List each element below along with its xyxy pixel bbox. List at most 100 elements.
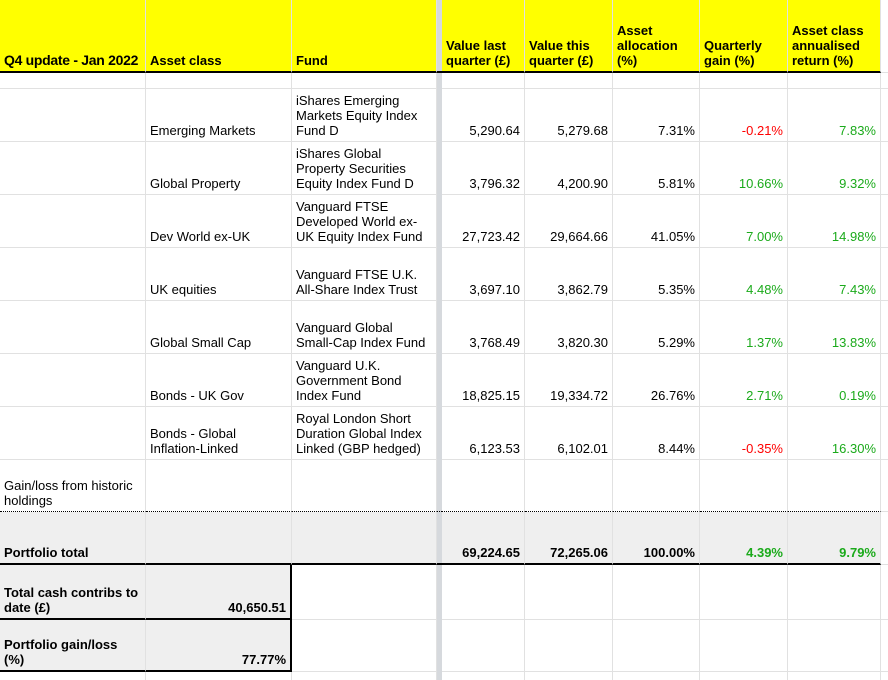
asset-class-cell[interactable]: Global Property	[146, 142, 292, 195]
total-value-this-cell[interactable]: 72,265.06	[525, 512, 613, 565]
empty-cell[interactable]	[700, 672, 788, 680]
empty-cell[interactable]	[442, 620, 525, 672]
empty-cell[interactable]	[292, 73, 437, 89]
empty-cell[interactable]	[613, 460, 700, 512]
value-this-cell[interactable]: 6,102.01	[525, 407, 613, 460]
empty-cell[interactable]	[788, 73, 881, 89]
empty-cell[interactable]	[0, 407, 146, 460]
total-quarterly-gain-cell[interactable]: 4.39%	[700, 512, 788, 565]
allocation-cell[interactable]: 5.29%	[613, 301, 700, 354]
frozen-pane-divider[interactable]	[437, 460, 442, 512]
asset-class-cell[interactable]: Global Small Cap	[146, 301, 292, 354]
empty-cell[interactable]	[525, 565, 613, 620]
empty-cell[interactable]	[292, 512, 437, 565]
empty-cell[interactable]	[292, 672, 437, 680]
empty-cell[interactable]	[146, 73, 292, 89]
quarterly-gain-cell[interactable]: 2.71%	[700, 354, 788, 407]
empty-cell[interactable]	[881, 73, 888, 89]
historic-holdings-label[interactable]: Gain/loss from historic holdings	[0, 460, 146, 512]
portfolio-gainloss-label[interactable]: Portfolio gain/loss (%)	[0, 620, 146, 672]
empty-cell[interactable]	[442, 460, 525, 512]
empty-cell[interactable]	[0, 248, 146, 301]
empty-cell[interactable]	[788, 565, 881, 620]
empty-cell[interactable]	[292, 620, 437, 672]
empty-cell[interactable]	[700, 620, 788, 672]
empty-cell[interactable]	[292, 460, 437, 512]
annualised-return-cell[interactable]: 16.30%	[788, 407, 881, 460]
empty-cell[interactable]	[525, 460, 613, 512]
empty-cell[interactable]	[525, 620, 613, 672]
value-last-cell[interactable]: 6,123.53	[442, 407, 525, 460]
quarterly-gain-cell[interactable]: 10.66%	[700, 142, 788, 195]
total-value-last-cell[interactable]: 69,224.65	[442, 512, 525, 565]
asset-class-cell[interactable]: Emerging Markets	[146, 89, 292, 142]
empty-cell[interactable]	[881, 672, 888, 680]
frozen-pane-divider[interactable]	[437, 89, 442, 142]
empty-cell[interactable]	[525, 672, 613, 680]
value-last-cell[interactable]: 3,796.32	[442, 142, 525, 195]
quarterly-gain-cell[interactable]: 4.48%	[700, 248, 788, 301]
empty-cell[interactable]	[881, 354, 888, 407]
empty-cell[interactable]	[881, 248, 888, 301]
empty-cell[interactable]	[881, 0, 888, 73]
empty-cell[interactable]	[0, 89, 146, 142]
empty-cell[interactable]	[0, 195, 146, 248]
value-this-cell[interactable]: 5,279.68	[525, 89, 613, 142]
empty-cell[interactable]	[700, 565, 788, 620]
frozen-pane-divider[interactable]	[437, 512, 442, 565]
empty-cell[interactable]	[881, 195, 888, 248]
empty-cell[interactable]	[881, 142, 888, 195]
annualised-return-cell[interactable]: 7.83%	[788, 89, 881, 142]
col-header-allocation[interactable]: Asset allocation (%)	[613, 0, 700, 73]
asset-class-cell[interactable]: Dev World ex-UK	[146, 195, 292, 248]
empty-cell[interactable]	[146, 460, 292, 512]
fund-cell[interactable]: Vanguard FTSE Developed World ex-UK Equi…	[292, 195, 437, 248]
empty-cell[interactable]	[881, 301, 888, 354]
total-allocation-cell[interactable]: 100.00%	[613, 512, 700, 565]
fund-cell[interactable]: iShares Emerging Markets Equity Index Fu…	[292, 89, 437, 142]
frozen-pane-divider[interactable]	[437, 248, 442, 301]
cash-contribs-value-cell[interactable]: 40,650.51	[146, 565, 292, 620]
annualised-return-cell[interactable]: 9.32%	[788, 142, 881, 195]
quarterly-gain-cell[interactable]: 1.37%	[700, 301, 788, 354]
value-last-cell[interactable]: 18,825.15	[442, 354, 525, 407]
empty-cell[interactable]	[788, 620, 881, 672]
empty-cell[interactable]	[788, 460, 881, 512]
allocation-cell[interactable]: 5.81%	[613, 142, 700, 195]
quarterly-gain-cell[interactable]: 7.00%	[700, 195, 788, 248]
empty-cell[interactable]	[146, 512, 292, 565]
empty-cell[interactable]	[613, 565, 700, 620]
allocation-cell[interactable]: 7.31%	[613, 89, 700, 142]
col-header-asset-class[interactable]: Asset class	[146, 0, 292, 73]
value-this-cell[interactable]: 29,664.66	[525, 195, 613, 248]
value-last-cell[interactable]: 3,768.49	[442, 301, 525, 354]
asset-class-cell[interactable]: UK equities	[146, 248, 292, 301]
quarterly-gain-cell[interactable]: -0.21%	[700, 89, 788, 142]
empty-cell[interactable]	[881, 89, 888, 142]
empty-cell[interactable]	[525, 73, 613, 89]
fund-cell[interactable]: Vanguard Global Small-Cap Index Fund	[292, 301, 437, 354]
value-last-cell[interactable]: 3,697.10	[442, 248, 525, 301]
allocation-cell[interactable]: 41.05%	[613, 195, 700, 248]
empty-cell[interactable]	[292, 565, 437, 620]
value-this-cell[interactable]: 19,334.72	[525, 354, 613, 407]
frozen-pane-divider[interactable]	[437, 354, 442, 407]
empty-cell[interactable]	[442, 73, 525, 89]
value-this-cell[interactable]: 3,820.30	[525, 301, 613, 354]
col-header-quarterly-gain[interactable]: Quarterly gain (%)	[700, 0, 788, 73]
fund-cell[interactable]: Royal London Short Duration Global Index…	[292, 407, 437, 460]
col-header-value-this[interactable]: Value this quarter (£)	[525, 0, 613, 73]
cash-contribs-label[interactable]: Total cash contribs to date (£)	[0, 565, 146, 620]
allocation-cell[interactable]: 26.76%	[613, 354, 700, 407]
empty-cell[interactable]	[881, 620, 888, 672]
asset-class-cell[interactable]: Bonds - Global Inflation-Linked	[146, 407, 292, 460]
quarterly-gain-cell[interactable]: -0.35%	[700, 407, 788, 460]
annualised-return-cell[interactable]: 7.43%	[788, 248, 881, 301]
annualised-return-cell[interactable]: 13.83%	[788, 301, 881, 354]
empty-cell[interactable]	[442, 565, 525, 620]
frozen-pane-divider[interactable]	[437, 565, 442, 620]
frozen-pane-divider[interactable]	[437, 672, 442, 680]
frozen-pane-divider[interactable]	[437, 73, 442, 89]
frozen-pane-divider[interactable]	[437, 407, 442, 460]
frozen-pane-divider[interactable]	[437, 0, 442, 73]
